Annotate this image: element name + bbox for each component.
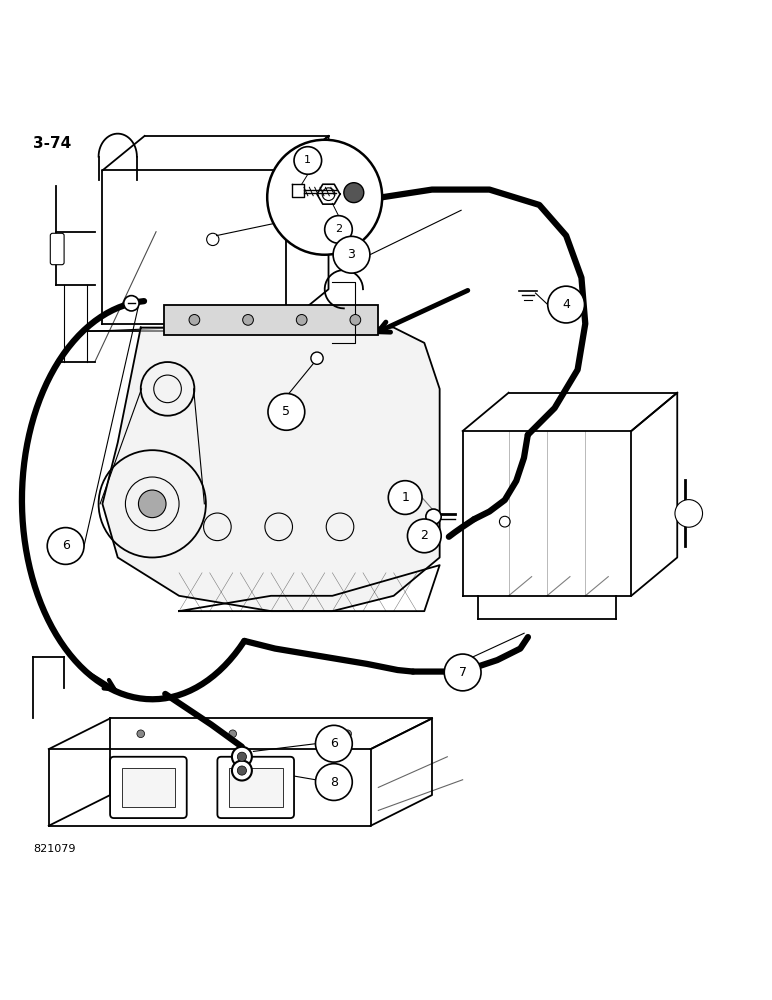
Text: 6: 6 [62, 539, 69, 552]
FancyBboxPatch shape [229, 768, 283, 807]
Text: 5: 5 [283, 405, 290, 418]
Text: 8: 8 [330, 776, 338, 789]
Text: 2: 2 [421, 529, 428, 542]
Polygon shape [103, 328, 439, 611]
Circle shape [316, 764, 352, 800]
Text: 4: 4 [562, 298, 570, 311]
Circle shape [325, 216, 352, 243]
Circle shape [547, 286, 584, 323]
Text: 1: 1 [304, 155, 311, 165]
Circle shape [444, 654, 481, 691]
Circle shape [344, 183, 364, 203]
FancyBboxPatch shape [110, 757, 187, 818]
Text: 3: 3 [347, 248, 355, 261]
Circle shape [124, 296, 139, 311]
Circle shape [408, 519, 441, 553]
Circle shape [675, 500, 703, 527]
Text: 7: 7 [459, 666, 466, 679]
FancyBboxPatch shape [121, 768, 175, 807]
Circle shape [296, 315, 307, 325]
Circle shape [268, 393, 305, 430]
Circle shape [388, 481, 422, 514]
Text: 3-74: 3-74 [33, 136, 72, 151]
Circle shape [232, 761, 252, 781]
Text: 2: 2 [335, 224, 342, 234]
Circle shape [350, 315, 361, 325]
Text: 821079: 821079 [33, 844, 76, 854]
Circle shape [47, 528, 84, 564]
Circle shape [237, 752, 246, 761]
Circle shape [316, 725, 352, 762]
Circle shape [232, 747, 252, 767]
Circle shape [242, 315, 253, 325]
Circle shape [189, 315, 200, 325]
FancyBboxPatch shape [50, 233, 64, 265]
Circle shape [138, 490, 166, 518]
Circle shape [294, 147, 322, 174]
Circle shape [267, 140, 382, 255]
Circle shape [333, 236, 370, 273]
Circle shape [311, 352, 323, 364]
Circle shape [229, 730, 236, 738]
Circle shape [137, 730, 144, 738]
Circle shape [426, 509, 441, 524]
Circle shape [237, 766, 246, 775]
Text: 1: 1 [401, 491, 409, 504]
FancyBboxPatch shape [218, 757, 294, 818]
Circle shape [344, 730, 351, 738]
FancyBboxPatch shape [164, 305, 378, 335]
Text: 6: 6 [330, 737, 338, 750]
